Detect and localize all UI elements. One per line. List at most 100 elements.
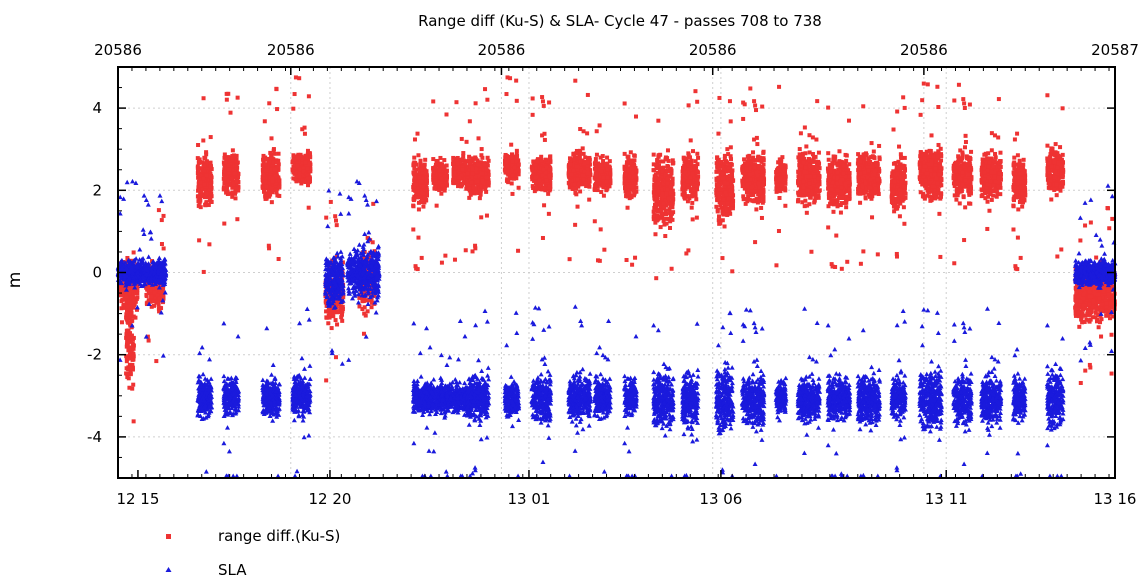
data-point <box>126 376 131 381</box>
data-point <box>266 243 271 248</box>
data-point <box>295 155 300 160</box>
data-point <box>204 150 209 155</box>
data-point <box>204 191 209 196</box>
data-point <box>605 155 610 160</box>
data-point <box>599 163 604 168</box>
data-point <box>411 171 416 176</box>
data-point <box>272 167 277 172</box>
data-point <box>233 171 238 176</box>
data-point <box>690 193 695 198</box>
data-point <box>671 160 676 165</box>
data-point <box>276 162 281 167</box>
data-point <box>324 315 329 320</box>
data-point <box>717 95 722 100</box>
data-point <box>722 161 727 166</box>
data-point <box>197 177 202 182</box>
data-point <box>264 157 269 162</box>
data-point <box>205 167 210 172</box>
data-point <box>547 170 552 175</box>
data-point <box>451 155 456 160</box>
data-point <box>438 173 443 178</box>
data-point <box>443 253 448 258</box>
data-point <box>472 171 477 176</box>
data-point <box>276 181 281 186</box>
data-point <box>573 78 578 83</box>
data-point <box>156 208 161 213</box>
data-point <box>666 196 671 201</box>
data-point <box>264 184 269 189</box>
data-point <box>208 164 213 169</box>
data-point <box>118 285 123 290</box>
data-point <box>714 169 719 174</box>
data-point <box>223 162 228 167</box>
data-point <box>198 205 203 210</box>
data-point <box>720 169 725 174</box>
chart-title: Range diff (Ku-S) & SLA- Cycle 47 - pass… <box>418 12 822 30</box>
data-point <box>297 171 302 176</box>
data-point <box>593 167 598 172</box>
data-point <box>695 169 700 174</box>
data-point <box>514 98 519 103</box>
data-point <box>126 348 131 353</box>
data-point <box>718 191 723 196</box>
data-point <box>201 138 206 143</box>
data-point <box>663 198 668 203</box>
data-point <box>683 175 688 180</box>
data-point <box>269 186 274 191</box>
data-point <box>725 147 730 152</box>
data-point <box>652 182 657 187</box>
data-point <box>634 168 639 173</box>
data-point <box>547 164 552 169</box>
data-point <box>721 193 726 198</box>
data-point <box>301 166 306 171</box>
data-point <box>202 182 207 187</box>
data-point <box>727 200 732 205</box>
data-point <box>224 156 229 161</box>
data-point <box>585 131 590 136</box>
data-point <box>602 164 607 169</box>
data-point <box>721 174 726 179</box>
data-point <box>339 315 344 320</box>
data-point <box>263 162 268 167</box>
data-point <box>543 167 548 172</box>
data-point <box>479 184 484 189</box>
data-point <box>722 224 727 229</box>
data-point <box>547 188 552 193</box>
data-point <box>509 155 514 160</box>
data-point <box>602 182 607 187</box>
data-point <box>458 181 463 186</box>
data-point <box>585 164 590 169</box>
data-point <box>439 191 444 196</box>
data-point <box>752 137 757 142</box>
data-point <box>158 305 163 310</box>
data-point <box>686 151 691 156</box>
data-point <box>597 174 602 179</box>
data-point <box>510 191 515 196</box>
data-point <box>208 182 213 187</box>
data-point <box>657 177 662 182</box>
data-point <box>226 178 231 183</box>
data-point <box>131 346 136 351</box>
data-point <box>760 200 765 205</box>
data-point <box>625 205 630 210</box>
data-point <box>269 200 274 205</box>
data-point <box>539 158 544 163</box>
data-point <box>575 177 580 182</box>
data-point <box>512 165 517 170</box>
data-point <box>478 160 483 165</box>
data-point <box>486 172 491 177</box>
data-point <box>433 176 438 181</box>
data-point <box>128 311 133 316</box>
data-point <box>129 300 134 305</box>
data-point <box>440 164 445 169</box>
data-point <box>597 172 602 177</box>
data-point <box>684 251 689 256</box>
data-point <box>627 196 632 201</box>
data-point <box>419 179 424 184</box>
data-point <box>235 95 240 100</box>
data-point <box>656 216 661 221</box>
data-point <box>666 178 671 183</box>
data-point <box>465 174 470 179</box>
data-point <box>201 176 206 181</box>
data-point <box>361 289 366 294</box>
